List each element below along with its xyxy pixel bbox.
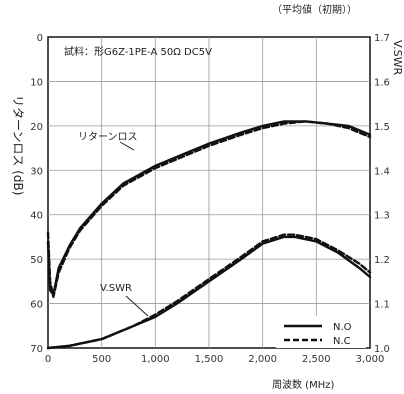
y-right-tick-label: 1.3 <box>374 211 390 222</box>
y-left-tick-label: 10 <box>30 77 43 88</box>
y-right-tick-label: 1.1 <box>374 300 390 311</box>
y-right-tick-label: 1.2 <box>374 255 390 266</box>
y-left-tick-label: 20 <box>30 122 43 133</box>
series-layer <box>46 120 372 350</box>
legend-label-nc: N.C <box>333 336 351 347</box>
vswr-annotation: V.SWR <box>100 283 132 294</box>
tick-labels: 0 500 1,000 1,500 2,000 2,500 3,000 0 10 20 30 40 50… <box>30 33 390 365</box>
y-right-tick-label: 1.5 <box>374 122 390 133</box>
y-left-tick-label: 70 <box>30 344 43 355</box>
top-right-note: （平均値（初期）） <box>272 3 357 16</box>
y-right-tick-label: 1.4 <box>374 166 390 177</box>
x-axis-label: 周波数 (MHz) <box>272 378 334 391</box>
y-left-tick-label: 0 <box>37 33 43 44</box>
y-right-tick-label: 1.0 <box>374 344 390 355</box>
x-tick-label: 500 <box>92 354 111 365</box>
y-left-tick-label: 50 <box>30 255 43 266</box>
legend-label-no: N.O <box>333 322 352 333</box>
y-left-axis-label: リターンロス (dB) <box>11 95 25 195</box>
grid <box>48 37 370 348</box>
y-right-tick-label: 1.6 <box>374 77 390 88</box>
y-right-axis-label: V.SWR <box>391 40 404 75</box>
x-tick-label: 2,500 <box>302 354 331 365</box>
y-left-tick-label: 60 <box>30 300 43 311</box>
x-tick-label: 0 <box>45 354 51 365</box>
return-loss-annotation: リターンロス <box>78 131 138 143</box>
y-left-tick-label: 30 <box>30 166 43 177</box>
return-loss-leader <box>119 141 135 151</box>
return-loss-series-line-nc <box>46 120 372 299</box>
vswr-series-line-nc <box>46 233 372 350</box>
x-tick-label: 3,000 <box>356 354 385 365</box>
chart-subtitle: 試料：形G6Z-1PE-A 50Ω DC5V <box>64 45 212 58</box>
x-tick-label: 2,000 <box>248 354 277 365</box>
x-tick-label: 1,000 <box>141 354 170 365</box>
legend: N.O N.C <box>276 316 366 348</box>
y-right-tick-label: 1.7 <box>374 33 390 44</box>
x-tick-label: 1,500 <box>195 354 224 365</box>
y-left-tick-label: 40 <box>30 211 43 222</box>
vswr-leader <box>125 295 149 317</box>
